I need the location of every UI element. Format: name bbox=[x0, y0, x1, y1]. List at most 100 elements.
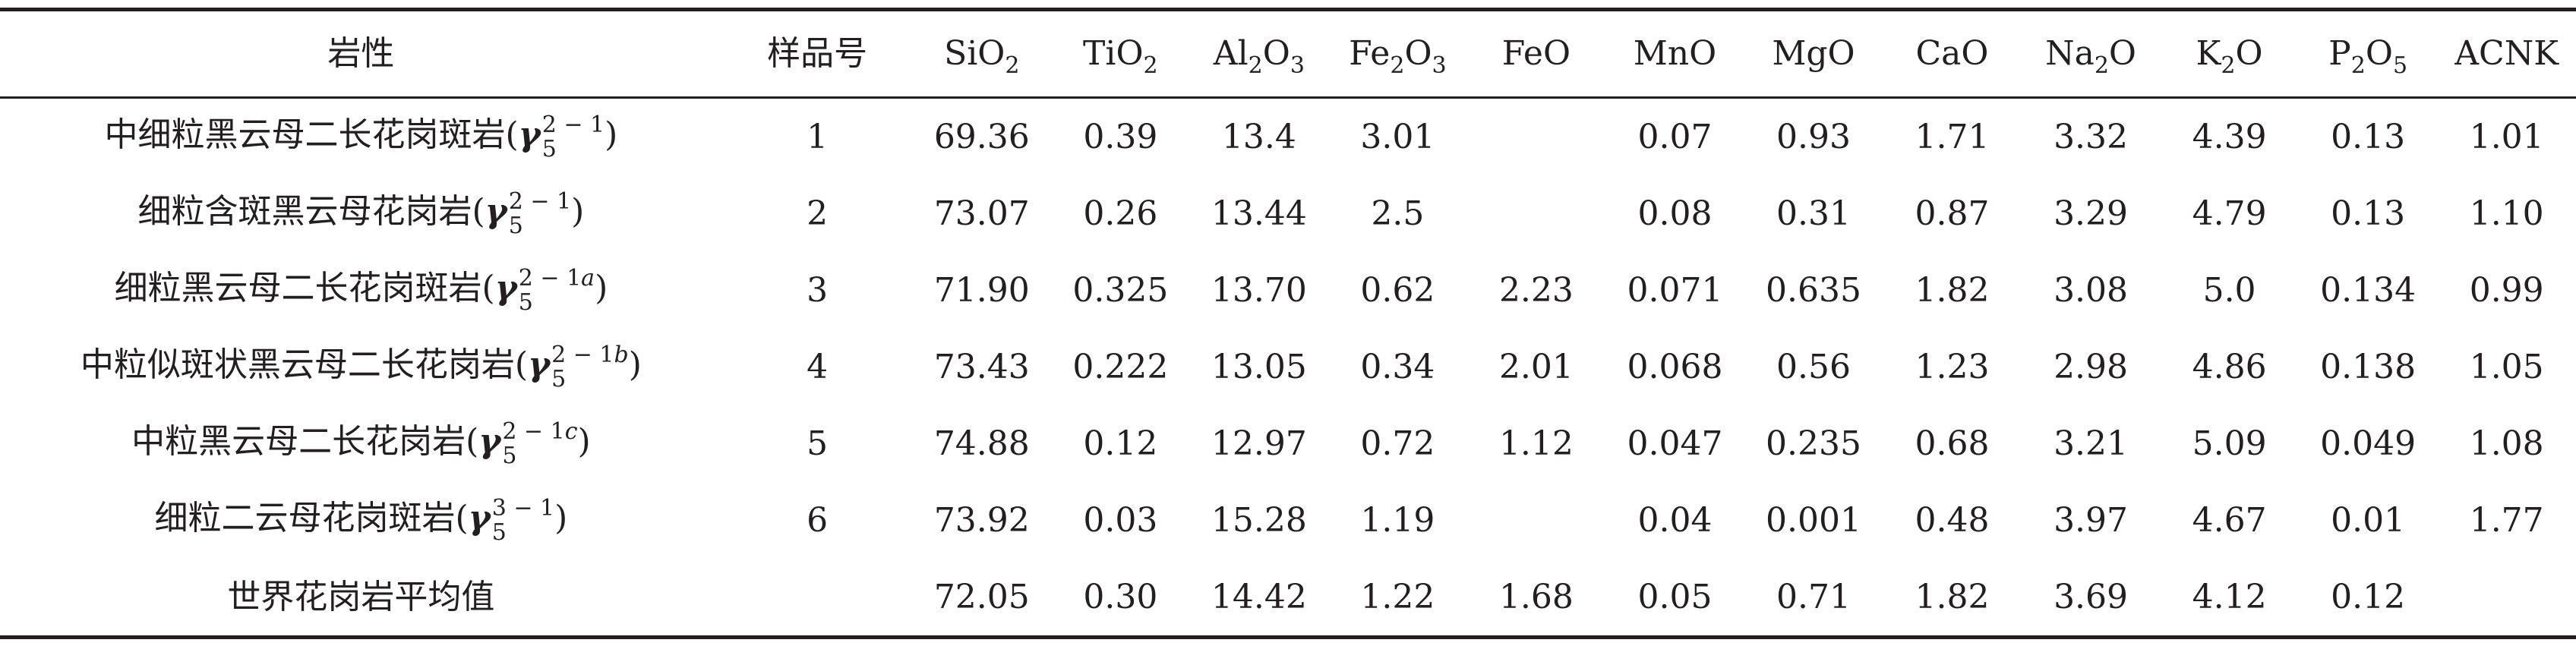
symbol-superscript-letter: c bbox=[564, 418, 578, 445]
oxide-value-cell: 0.235 bbox=[1766, 424, 1861, 463]
oxide-subscript: 2 bbox=[1005, 52, 1020, 79]
oxide-subscript: 2 bbox=[1390, 52, 1405, 79]
oxide-value-cell bbox=[1467, 175, 1606, 252]
oxide-value-cell: 0.26 bbox=[1083, 194, 1158, 233]
header-oxide: ACNK bbox=[2437, 10, 2576, 98]
symbol-superscript-text: 2 − 1 bbox=[508, 188, 572, 215]
symbol-superscript-text: 2 − 1 bbox=[541, 112, 605, 138]
rock-type-name: 世界花岗岩平均值 bbox=[227, 577, 495, 616]
geochemistry-table: 岩性 样品号 SiO2 TiO2 Al2O3 Fe2O3 FeO MnO MgO CaO Na2… bbox=[0, 8, 2576, 639]
oxide-tail: O bbox=[1262, 34, 1290, 73]
oxide-base: FeO bbox=[1501, 34, 1571, 73]
oxide-value-cell: 1.82 bbox=[1915, 577, 1990, 616]
oxide-tail: O bbox=[2365, 34, 2393, 73]
symbol-superscript: 2 − 1 bbox=[542, 113, 605, 137]
oxide-base: ACNK bbox=[2454, 34, 2559, 73]
oxide-value-cell: 2.98 bbox=[2054, 347, 2129, 386]
oxide-value-cell: 1.08 bbox=[2469, 424, 2544, 463]
rock-type-cell: 细粒黑云母二长花岗斑岩(γ 2 − 1a 5) bbox=[0, 252, 722, 329]
oxide-value-cell: 5.0 bbox=[2202, 270, 2256, 310]
oxide-value-cell bbox=[2437, 559, 2576, 638]
oxide-value-cell: 0.049 bbox=[2320, 424, 2417, 463]
table-row: 细粒黑云母二长花岗斑岩(γ 2 − 1a 5) 3 71.90 0.325 13.70 0.6… bbox=[0, 252, 2576, 329]
oxide-value-cell: 13.4 bbox=[1221, 117, 1296, 156]
oxide-value-cell: 0.03 bbox=[1083, 500, 1158, 540]
oxide-value-cell: 4.79 bbox=[2192, 194, 2267, 233]
header-oxide: FeO bbox=[1467, 10, 1606, 98]
oxide-value-cell: 5.09 bbox=[2192, 424, 2267, 463]
rock-type-name: 细粒二云母花岗斑岩( bbox=[154, 499, 469, 537]
oxide-value-cell: 13.05 bbox=[1211, 347, 1307, 386]
sample-number-cell: 5 bbox=[807, 424, 829, 463]
oxide-base: P bbox=[2328, 34, 2351, 73]
oxide-value-cell: 2.01 bbox=[1498, 347, 1574, 386]
rock-type-name: 中细粒黑云母二长花岗斑岩( bbox=[104, 115, 519, 154]
oxide-value-cell: 1.82 bbox=[1915, 270, 1990, 310]
rock-type-close-paren: ) bbox=[628, 345, 642, 384]
oxide-subscript-2: 3 bbox=[1290, 52, 1305, 79]
oxide-value-cell: 0.134 bbox=[2320, 270, 2417, 310]
header-oxide: P2O5 bbox=[2299, 10, 2438, 98]
sample-number-cell: 6 bbox=[807, 500, 829, 540]
rock-type-cell: 细粒含斑黑云母花岗岩(γ 2 − 1 5) bbox=[0, 175, 722, 252]
oxide-value-cell: 3.97 bbox=[2054, 500, 2129, 540]
oxide-value-cell: 0.068 bbox=[1627, 347, 1723, 386]
oxide-value-cell: 4.12 bbox=[2192, 577, 2267, 616]
oxide-value-cell: 0.48 bbox=[1915, 500, 1990, 540]
oxide-value-cell: 1.77 bbox=[2469, 500, 2544, 540]
oxide-subscript-2: 3 bbox=[1432, 52, 1447, 79]
oxide-tail: O bbox=[2108, 34, 2136, 73]
rock-type-name: 细粒含斑黑云母花岗岩( bbox=[137, 192, 485, 231]
oxide-value-cell: 0.05 bbox=[1637, 577, 1713, 616]
oxide-value-cell: 2.23 bbox=[1498, 270, 1574, 310]
oxide-value-cell: 0.34 bbox=[1360, 347, 1435, 386]
oxide-value-cell: 2.5 bbox=[1371, 194, 1425, 233]
sample-number-cell bbox=[722, 559, 913, 638]
oxide-value-cell: 0.68 bbox=[1915, 424, 1990, 463]
sample-number-cell: 3 bbox=[807, 270, 829, 310]
oxide-subscript: 2 bbox=[1248, 52, 1263, 79]
symbol-superscript: 2 − 1a bbox=[519, 266, 595, 291]
oxide-value-cell: 0.93 bbox=[1776, 117, 1851, 156]
oxide-value-cell: 0.13 bbox=[2331, 117, 2406, 156]
oxide-value-cell: 0.071 bbox=[1627, 270, 1723, 310]
oxide-value-cell bbox=[1467, 98, 1606, 176]
oxide-base: MnO bbox=[1633, 34, 1717, 73]
rock-type-close-paren: ) bbox=[605, 115, 618, 154]
symbol-superscript-text: 2 − 1 bbox=[551, 342, 614, 368]
rock-type-cell: 世界花岗岩平均值 bbox=[0, 559, 722, 638]
oxide-value-cell: 0.01 bbox=[2331, 500, 2406, 540]
oxide-value-cell: 4.39 bbox=[2192, 117, 2267, 156]
oxide-value-cell: 0.222 bbox=[1072, 347, 1169, 386]
oxide-value-cell: 0.72 bbox=[1360, 424, 1435, 463]
oxide-value-cell: 0.325 bbox=[1072, 270, 1169, 310]
table-header-row: 岩性 样品号 SiO2 TiO2 Al2O3 Fe2O3 FeO MnO MgO CaO Na2… bbox=[0, 9, 2576, 98]
oxide-value-cell: 73.43 bbox=[933, 347, 1030, 386]
table-row: 中细粒黑云母二长花岗斑岩(γ 2 − 1 5) 1 69.36 0.39 13.4 3.01 0… bbox=[0, 98, 2576, 176]
symbol-superscript-letter: b bbox=[614, 342, 629, 368]
oxide-value-cell: 14.42 bbox=[1211, 577, 1307, 616]
oxide-base: CaO bbox=[1915, 34, 1989, 73]
table-row: 细粒含斑黑云母花岗岩(γ 2 − 1 5) 2 73.07 0.26 13.44 2.5 0.0… bbox=[0, 175, 2576, 252]
symbol-superscript-text: 2 − 1 bbox=[502, 418, 565, 445]
oxide-value-cell: 0.31 bbox=[1776, 194, 1851, 233]
symbol-superscript: 2 − 1b bbox=[551, 343, 629, 367]
header-oxide: Na2O bbox=[2022, 10, 2161, 98]
oxide-subscript: 2 bbox=[2094, 52, 2109, 79]
oxide-base: TiO bbox=[1083, 34, 1144, 73]
table-row: 中粒黑云母二长花岗岩(γ 2 − 1c 5) 5 74.88 0.12 12.97 0.72 1… bbox=[0, 405, 2576, 482]
gamma-letter: γ bbox=[485, 192, 507, 231]
header-rock: 岩性 bbox=[327, 34, 395, 73]
oxide-value-cell: 71.90 bbox=[933, 270, 1030, 310]
oxide-value-cell: 74.88 bbox=[933, 424, 1030, 463]
oxide-value-cell: 15.28 bbox=[1211, 500, 1307, 540]
rock-type-close-paren: ) bbox=[595, 269, 608, 307]
oxide-subscript: 2 bbox=[1143, 52, 1158, 79]
rock-type-cell: 中细粒黑云母二长花岗斑岩(γ 2 − 1 5) bbox=[0, 98, 722, 176]
oxide-value-cell: 1.01 bbox=[2469, 117, 2544, 156]
oxide-value-cell: 1.19 bbox=[1360, 500, 1435, 540]
